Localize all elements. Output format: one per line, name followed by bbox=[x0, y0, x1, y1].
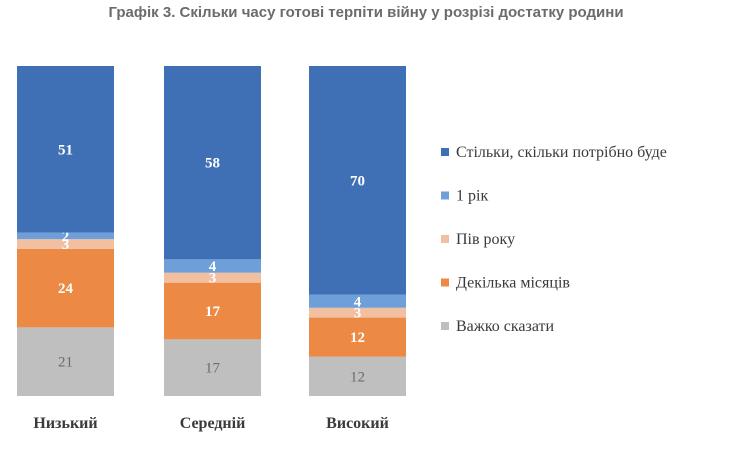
category-label-2: Середній bbox=[180, 415, 246, 432]
bar-segment-4-1 bbox=[17, 232, 114, 240]
legend-swatch-3 bbox=[441, 235, 449, 243]
legend-label-3: Пів року bbox=[456, 231, 515, 248]
legend-label-1: Стільки, скільки потрібно буде bbox=[456, 144, 667, 161]
bar-segment-3-2 bbox=[164, 272, 261, 283]
data-label-4-2: 4 bbox=[209, 259, 217, 275]
data-label-2-1: 24 bbox=[58, 281, 74, 297]
legend-swatch-5 bbox=[441, 322, 449, 330]
bar-segment-1-2 bbox=[164, 339, 261, 396]
bar-segment-1-1 bbox=[17, 327, 114, 396]
data-label-4-3: 4 bbox=[354, 294, 362, 310]
bar-segment-2-2 bbox=[164, 282, 261, 340]
bar-segment-2-1 bbox=[17, 248, 114, 328]
legend-label-2: 1 рік bbox=[456, 188, 488, 205]
legend-swatch-1 bbox=[441, 148, 449, 156]
bar-segment-5-2 bbox=[164, 66, 261, 260]
chart-title: Графік 3. Скільки часу готові терпіти ві… bbox=[108, 4, 624, 21]
data-label-1-2: 17 bbox=[205, 361, 221, 377]
data-label-3-3: 3 bbox=[354, 306, 362, 322]
data-label-5-2: 58 bbox=[205, 156, 220, 172]
data-label-2-2: 17 bbox=[205, 304, 221, 320]
data-label-2-3: 12 bbox=[350, 330, 365, 346]
bar-segment-4-3 bbox=[309, 294, 406, 308]
legend-label-4: Декілька місяців bbox=[456, 275, 570, 292]
bar-segment-1-3 bbox=[309, 356, 406, 396]
category-label-1: Низький bbox=[33, 415, 97, 432]
bar-segment-2-3 bbox=[309, 317, 406, 357]
bar-segment-4-2 bbox=[164, 259, 261, 273]
data-label-5-3: 70 bbox=[350, 173, 365, 189]
bar-segment-5-1 bbox=[17, 66, 114, 233]
legend-swatch-2 bbox=[441, 191, 449, 200]
data-label-3-2: 3 bbox=[209, 271, 217, 287]
legend-swatch-4 bbox=[441, 278, 449, 287]
category-label-3: Високий bbox=[326, 415, 389, 432]
data-label-5-1: 51 bbox=[58, 142, 73, 158]
data-label-3-1: 3 bbox=[62, 237, 70, 253]
bar-segment-5-3 bbox=[309, 66, 406, 295]
bar-segment-3-1 bbox=[17, 239, 114, 249]
bar-segment-3-3 bbox=[309, 307, 406, 318]
data-label-1-1: 21 bbox=[58, 355, 73, 371]
data-label-4-1: 2 bbox=[62, 229, 70, 245]
data-label-1-3: 12 bbox=[350, 369, 365, 385]
legend-label-5: Важко сказати bbox=[456, 318, 555, 335]
